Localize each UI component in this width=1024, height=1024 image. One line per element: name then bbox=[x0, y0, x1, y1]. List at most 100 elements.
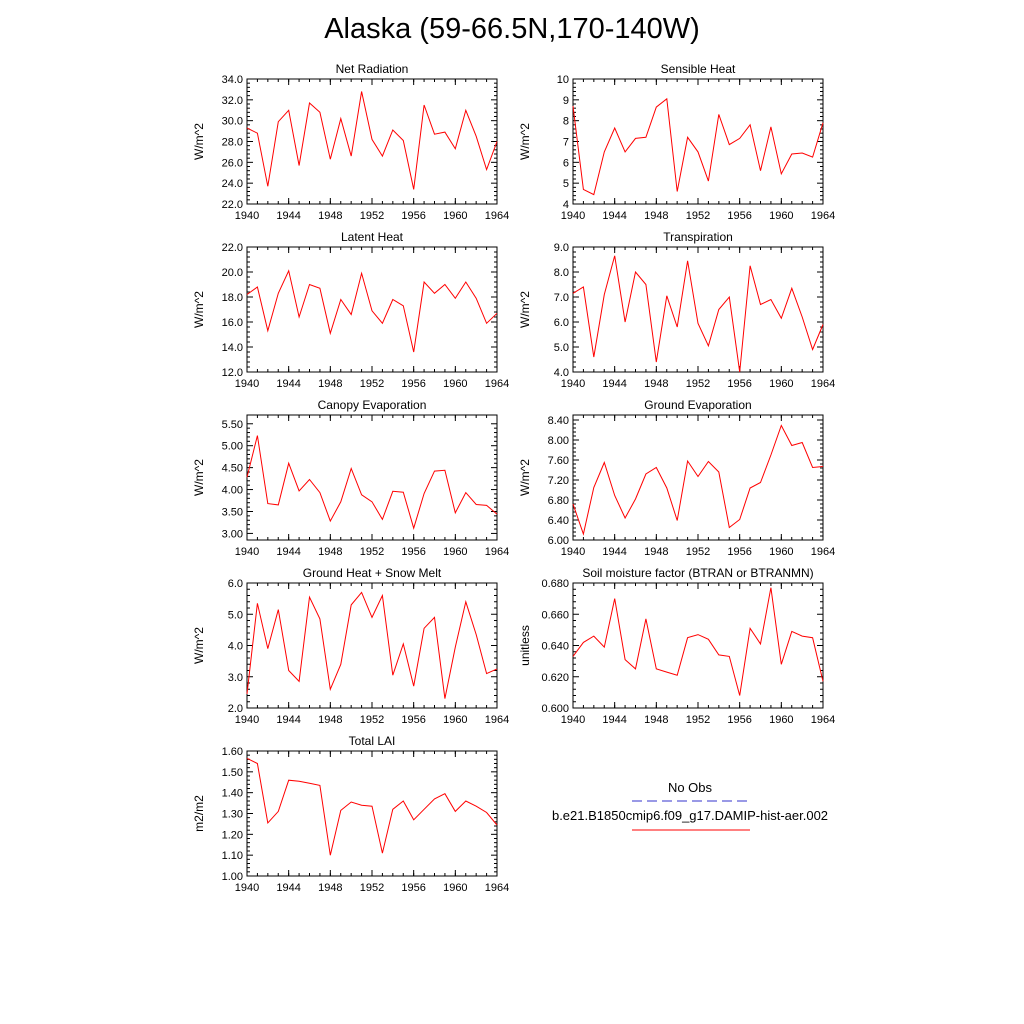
x-tick-label: 1948 bbox=[318, 378, 342, 390]
x-tick-label: 1956 bbox=[727, 378, 751, 390]
x-tick-label: 1952 bbox=[686, 378, 710, 390]
y-tick-label: 8.00 bbox=[548, 435, 569, 447]
y-tick-label: 3.00 bbox=[222, 528, 243, 540]
y-tick-label: 0.640 bbox=[541, 641, 569, 653]
chart-canopy-evaporation: Canopy Evaporation W/m^2 1940 1944 1948 1952 1… bbox=[192, 398, 509, 558]
x-tick-label: 1940 bbox=[235, 378, 259, 390]
x-tick-label: 1956 bbox=[401, 546, 425, 558]
chart-net-radiation: Net Radiation W/m^2 1940 1944 1948 1952 1956 19… bbox=[192, 62, 509, 222]
x-tick-label: 1948 bbox=[318, 546, 342, 558]
y-tick-label: 3.0 bbox=[228, 672, 243, 684]
y-tick-label: 4.50 bbox=[222, 463, 243, 475]
x-tick-label: 1960 bbox=[769, 378, 793, 390]
series-line bbox=[246, 757, 498, 856]
x-tick-label: 1964 bbox=[485, 378, 509, 390]
y-axis-label: W/m^2 bbox=[192, 291, 206, 328]
y-axis-label: m2/m2 bbox=[192, 795, 206, 832]
y-tick-label: 5.00 bbox=[222, 441, 243, 453]
y-axis-label: W/m^2 bbox=[518, 291, 532, 328]
y-tick-label: 1.40 bbox=[222, 788, 243, 800]
legend-model-label: b.e21.B1850cmip6.f09_g17.DAMIP-hist-aer.… bbox=[552, 808, 828, 823]
x-tick-label: 1960 bbox=[769, 714, 793, 726]
y-axis-label: W/m^2 bbox=[518, 123, 532, 160]
y-tick-label: 9.0 bbox=[554, 242, 569, 254]
x-tick-label: 1952 bbox=[686, 210, 710, 222]
chart-soil-moisture-factor-btran-or-btranmn: Soil moisture factor (BTRAN or BTRANMN) u… bbox=[518, 566, 835, 726]
y-tick-label: 0.660 bbox=[541, 609, 569, 621]
plot-frame bbox=[572, 246, 824, 373]
x-tick-label: 1940 bbox=[561, 210, 585, 222]
chart-ground-evaporation: Ground Evaporation W/m^2 1940 1944 1948 1952 1… bbox=[518, 398, 835, 558]
y-tick-label: 5 bbox=[563, 178, 569, 190]
chart-sensible-heat: Sensible Heat W/m^2 1940 1944 1948 1952 1956 19… bbox=[518, 62, 835, 222]
y-tick-label: 1.00 bbox=[222, 871, 243, 883]
x-tick-label: 1960 bbox=[443, 546, 467, 558]
x-tick-label: 1960 bbox=[443, 714, 467, 726]
x-tick-label: 1940 bbox=[235, 210, 259, 222]
x-tick-label: 1960 bbox=[769, 210, 793, 222]
y-tick-label: 5.0 bbox=[554, 342, 569, 354]
y-tick-label: 4.0 bbox=[554, 367, 569, 379]
plot-frame bbox=[246, 78, 498, 205]
y-tick-label: 7.60 bbox=[548, 455, 569, 467]
chart-ground-heat-snow-melt: Ground Heat + Snow Melt W/m^2 1940 1944 1948… bbox=[192, 566, 509, 726]
y-tick-label: 26.0 bbox=[222, 157, 243, 169]
y-tick-label: 0.600 bbox=[541, 703, 569, 715]
x-tick-label: 1964 bbox=[485, 714, 509, 726]
series-line bbox=[572, 587, 824, 696]
y-tick-label: 6.00 bbox=[548, 535, 569, 547]
x-tick-label: 1956 bbox=[401, 378, 425, 390]
y-tick-label: 5.0 bbox=[228, 609, 243, 621]
y-tick-label: 28.0 bbox=[222, 137, 243, 149]
x-tick-label: 1944 bbox=[276, 378, 300, 390]
y-tick-label: 4.0 bbox=[228, 641, 243, 653]
x-tick-label: 1960 bbox=[443, 210, 467, 222]
x-tick-label: 1948 bbox=[644, 210, 668, 222]
chart-transpiration: Transpiration W/m^2 1940 1944 1948 1952 1956 19… bbox=[518, 230, 835, 390]
y-axis-label: W/m^2 bbox=[192, 459, 206, 496]
x-tick-label: 1948 bbox=[318, 210, 342, 222]
y-tick-label: 9 bbox=[563, 95, 569, 107]
x-tick-label: 1964 bbox=[811, 378, 835, 390]
plot-frame bbox=[246, 414, 498, 541]
x-tick-label: 1944 bbox=[276, 882, 300, 894]
y-tick-label: 30.0 bbox=[222, 116, 243, 128]
chart-total-lai: Total LAI m2/m2 1940 1944 1948 1952 1956 1960 19… bbox=[192, 734, 509, 894]
panel-title: Sensible Heat bbox=[661, 62, 736, 76]
x-tick-label: 1952 bbox=[360, 210, 384, 222]
x-tick-label: 1940 bbox=[561, 378, 585, 390]
series-line bbox=[246, 591, 498, 699]
x-tick-label: 1956 bbox=[727, 210, 751, 222]
panel-title: Soil moisture factor (BTRAN or BTRANMN) bbox=[582, 566, 813, 580]
y-tick-label: 22.0 bbox=[222, 199, 243, 211]
y-axis-label: W/m^2 bbox=[518, 459, 532, 496]
y-tick-label: 7 bbox=[563, 137, 569, 149]
x-tick-label: 1952 bbox=[686, 714, 710, 726]
page-title: Alaska (59-66.5N,170-140W) bbox=[324, 13, 700, 45]
panel-title: Net Radiation bbox=[336, 62, 409, 76]
x-tick-label: 1948 bbox=[644, 546, 668, 558]
y-tick-label: 14.0 bbox=[222, 342, 243, 354]
x-tick-label: 1940 bbox=[561, 546, 585, 558]
y-tick-label: 1.10 bbox=[222, 850, 243, 862]
x-tick-label: 1956 bbox=[401, 714, 425, 726]
y-tick-label: 10 bbox=[557, 74, 569, 86]
y-tick-label: 12.0 bbox=[222, 367, 243, 379]
x-tick-label: 1940 bbox=[561, 714, 585, 726]
y-tick-label: 1.60 bbox=[222, 746, 243, 758]
x-tick-label: 1944 bbox=[276, 546, 300, 558]
series-line bbox=[246, 91, 498, 190]
x-tick-label: 1956 bbox=[727, 714, 751, 726]
y-tick-label: 1.30 bbox=[222, 809, 243, 821]
panel-title: Ground Heat + Snow Melt bbox=[303, 566, 442, 580]
panel-title: Total LAI bbox=[349, 734, 396, 748]
y-axis-label: W/m^2 bbox=[192, 627, 206, 664]
y-tick-label: 18.0 bbox=[222, 292, 243, 304]
panel-title: Ground Evaporation bbox=[644, 398, 751, 412]
x-tick-label: 1956 bbox=[401, 210, 425, 222]
x-tick-label: 1952 bbox=[360, 882, 384, 894]
x-tick-label: 1960 bbox=[443, 882, 467, 894]
y-tick-label: 7.0 bbox=[554, 292, 569, 304]
y-tick-label: 4.00 bbox=[222, 485, 243, 497]
plot-frame bbox=[246, 750, 498, 877]
